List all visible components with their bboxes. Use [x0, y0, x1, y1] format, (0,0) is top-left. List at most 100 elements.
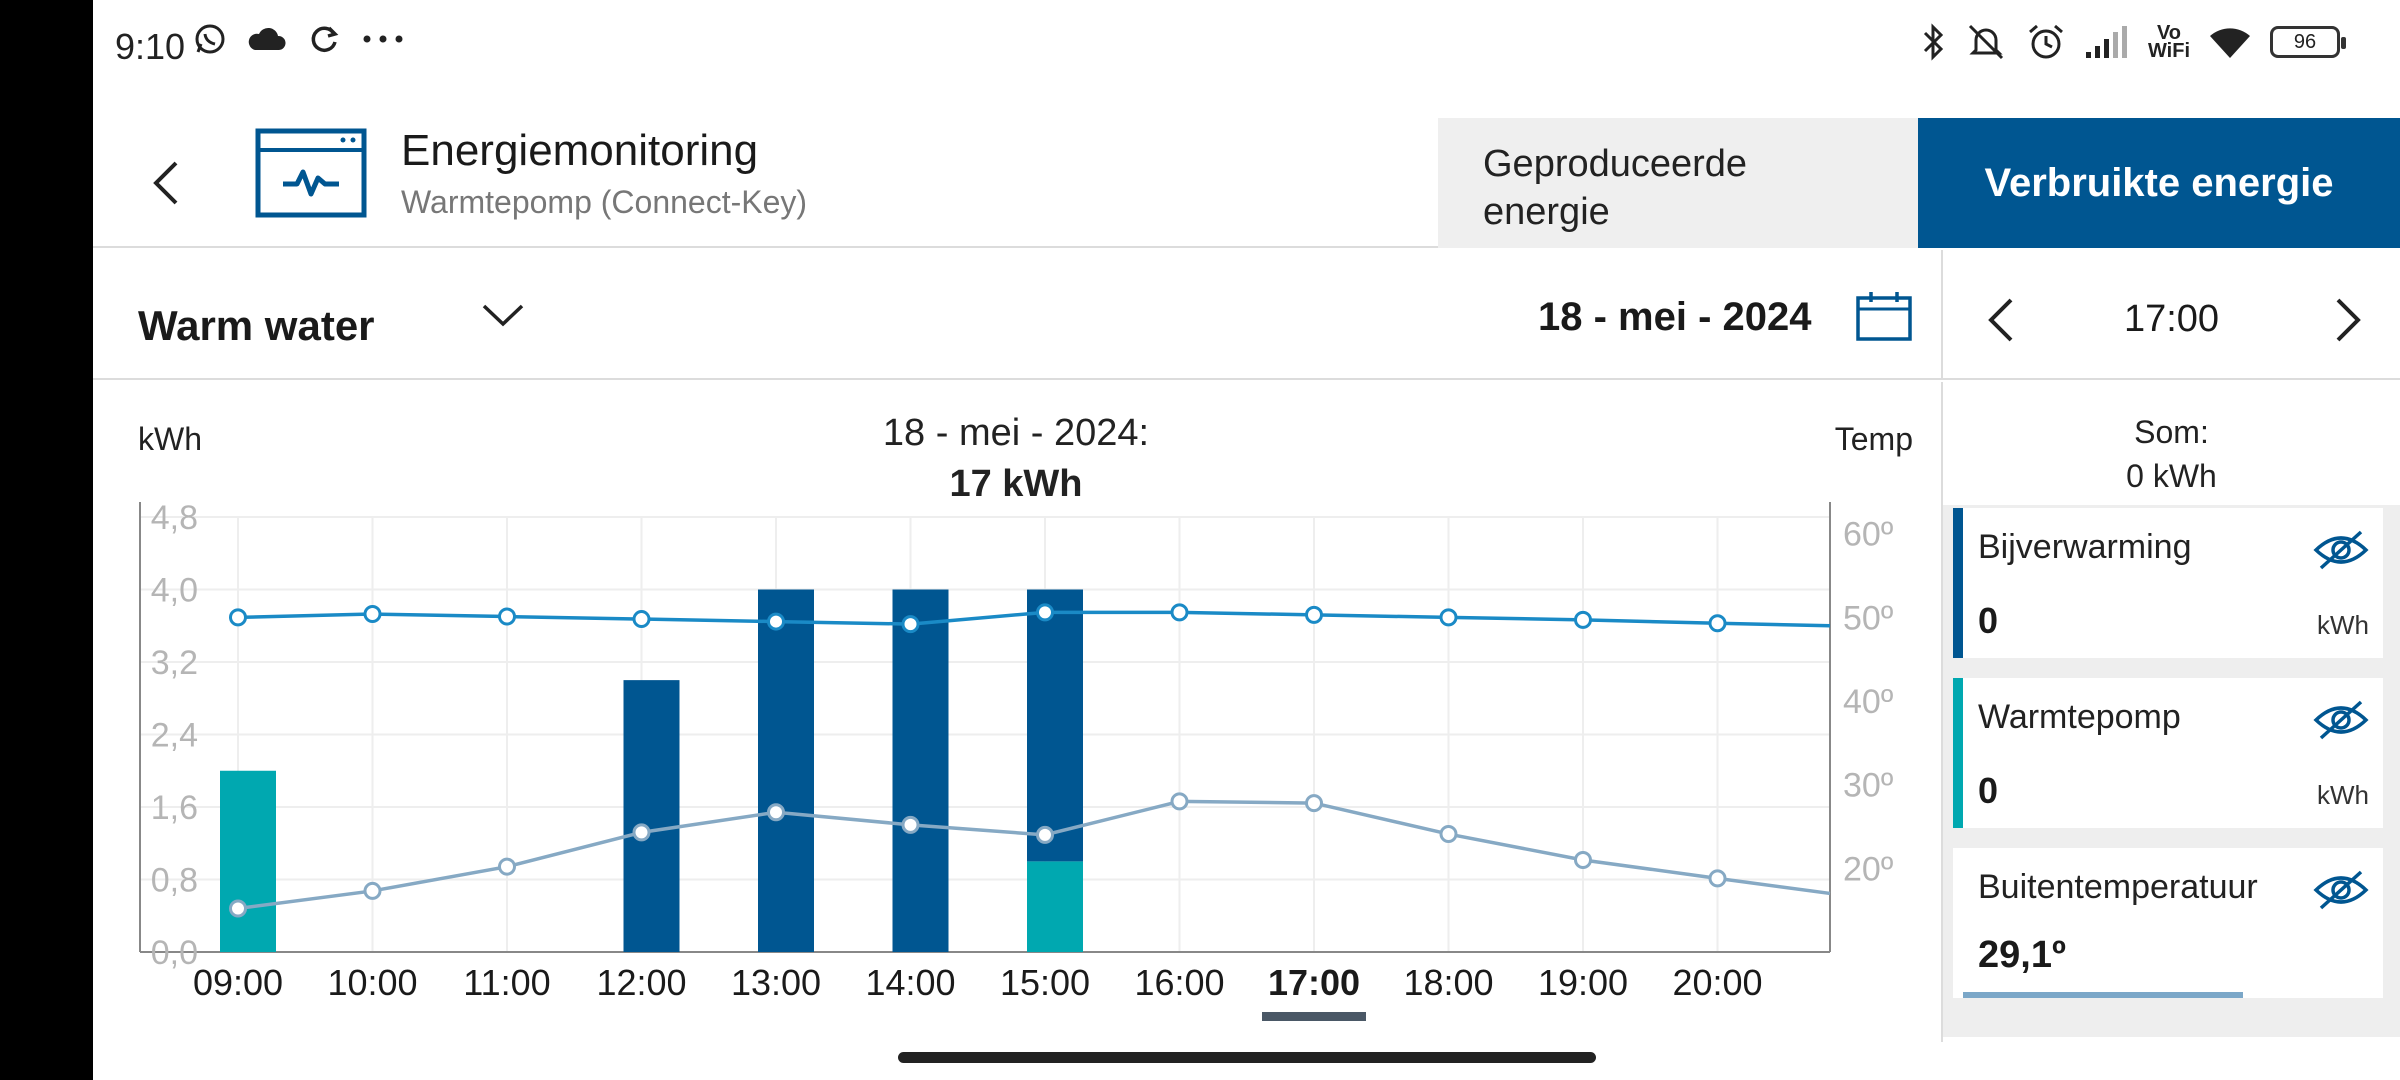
- y-right-tick-label: 60º: [1843, 516, 1893, 554]
- signal-icon: [2085, 26, 2127, 58]
- energy-chart: 0,0 0,8 1,6 2,4 3,2 4,0 4,8 20º 30º 40º 50º 60º 09:0…: [93, 382, 1943, 1042]
- point-water-temperature: [1170, 603, 1189, 622]
- bar-bijverwarming: [892, 589, 949, 952]
- chevron-down-icon[interactable]: [478, 300, 528, 330]
- point-outdoor-temperature: [632, 823, 651, 842]
- point-water-temperature: [363, 605, 382, 624]
- bar-bijverwarming: [1027, 589, 1083, 862]
- point-outdoor-temperature: [1439, 825, 1458, 844]
- tab-produced-label-line2: energie: [1483, 191, 1610, 233]
- point-outdoor-temperature: [767, 803, 785, 822]
- status-time: 9:10: [115, 26, 186, 67]
- chart-title-total: 17 kWh: [949, 463, 1082, 505]
- x-tick-label: 11:00: [463, 962, 550, 1003]
- x-tick-label: 20:00: [1672, 962, 1762, 1003]
- chart-title-date: 18 - mei - 2024:: [883, 412, 1149, 454]
- next-hour-button[interactable]: [2328, 295, 2368, 345]
- bluetooth-icon: [1923, 23, 1944, 61]
- y-right-tick-label: 30º: [1843, 767, 1893, 805]
- point-outdoor-temperature: [1305, 794, 1323, 813]
- screen-edge: [0, 0, 93, 1080]
- battery-icon: 96: [2270, 26, 2346, 58]
- point-water-temperature: [498, 607, 516, 626]
- chart-svg: 0,0 0,8 1,6 2,4 3,2 4,0 4,8 20º 30º 40º 50º 60º 09:0…: [138, 412, 1913, 1021]
- point-water-temperature: [1439, 608, 1458, 627]
- wifi-icon: [2210, 28, 2250, 58]
- back-button[interactable]: [138, 148, 198, 218]
- x-tick-label: 14:00: [865, 962, 955, 1003]
- sync-icon: [311, 26, 339, 52]
- cloud-icon: [248, 27, 286, 50]
- selected-date[interactable]: 18 - mei - 2024: [1538, 295, 1812, 339]
- more-dots-icon: [363, 35, 403, 43]
- bar-bijverwarming: [623, 680, 680, 952]
- sum-label: Som:: [2134, 414, 2209, 450]
- point-water-temperature: [632, 610, 651, 629]
- point-outdoor-temperature: [498, 857, 516, 876]
- x-tick-label: 18:00: [1403, 962, 1493, 1003]
- hide-series-eye-icon[interactable]: [2313, 528, 2369, 572]
- vowifi-icon: Vo WiFi: [2147, 22, 2190, 62]
- whatsapp-icon: [195, 24, 225, 54]
- point-outdoor-temperature: [229, 899, 247, 918]
- x-tick-label: 12:00: [596, 962, 686, 1003]
- y-left-tick-label: 2,4: [151, 717, 198, 755]
- legend-cards: Bijverwarming 0 kWh Warmtepomp 0 kWh Bui…: [1943, 505, 2400, 1037]
- x-tick-label: 15:00: [1000, 962, 1090, 1003]
- point-water-temperature: [1708, 614, 1727, 633]
- status-right-icons: Vo WiFi 96: [1920, 22, 2346, 62]
- point-outdoor-temperature: [1708, 869, 1727, 888]
- tab-consumed-energy[interactable]: Verbruikte energie: [1918, 118, 2400, 248]
- hide-series-eye-icon[interactable]: [2313, 868, 2369, 912]
- legend-card-outdoor-temperature: Buitentemperatuur 29,1º: [1953, 848, 2383, 998]
- category-select-label[interactable]: Warm water: [138, 302, 375, 349]
- y-right-axis-label: Temp: [1835, 421, 1913, 457]
- y-left-tick-label: 3,2: [151, 644, 198, 682]
- point-water-temperature: [1036, 603, 1054, 622]
- outdoor-temperature-value: 29,1º: [1978, 934, 2066, 976]
- x-tick-label: 19:00: [1538, 962, 1628, 1003]
- bar-warmtepomp: [220, 770, 276, 952]
- calendar-icon[interactable]: [1855, 290, 1913, 342]
- x-tick-label: 16:00: [1134, 962, 1224, 1003]
- energy-monitor-icon: [255, 128, 367, 218]
- bar-bijverwarming: [758, 589, 814, 952]
- y-right-tick-label: 50º: [1843, 599, 1893, 637]
- point-outdoor-temperature: [363, 881, 382, 900]
- previous-hour-button[interactable]: [1981, 295, 2021, 345]
- hide-series-eye-icon[interactable]: [2313, 698, 2369, 742]
- page-subtitle: Warmtepomp (Connect-Key): [401, 184, 808, 220]
- series-color-bar: [1953, 508, 1963, 658]
- outdoor-temperature-line-swatch: [1963, 992, 2243, 998]
- time-navigation: 17:00: [1943, 250, 2400, 380]
- y-left-axis-label: kWh: [138, 421, 202, 457]
- selected-hour-indicator: [1262, 1012, 1366, 1021]
- x-tick-label: 10:00: [327, 962, 417, 1003]
- tab-produced-label-line1: Geproduceerde: [1483, 143, 1748, 185]
- vowifi-bottom: WiFi: [2147, 40, 2190, 62]
- card-title: Buitentemperatuur: [1978, 868, 2258, 906]
- series-color-bar: [1953, 678, 1963, 828]
- y-left-tick-label: 0,8: [151, 862, 198, 900]
- point-water-temperature: [767, 612, 785, 631]
- y-right-tick-label: 20º: [1843, 850, 1893, 888]
- y-left-tick-label: 4,8: [151, 499, 198, 537]
- point-water-temperature: [1305, 605, 1323, 624]
- vowifi-top: Vo: [2156, 22, 2182, 44]
- app-header: Energiemonitoring Warmtepomp (Connect-Ke…: [93, 118, 2400, 248]
- card-value: 0: [1978, 770, 1999, 811]
- point-outdoor-temperature: [1036, 825, 1054, 844]
- card-title: Warmtepomp: [1978, 698, 2181, 736]
- legend-card-bijverwarming: Bijverwarming 0 kWh: [1953, 508, 2383, 658]
- current-hour: 17:00: [2123, 298, 2220, 340]
- sum-box: Som: 0 kWh: [1943, 410, 2400, 498]
- y-right-tick-label: 40º: [1843, 683, 1893, 721]
- home-indicator: [898, 1052, 1596, 1063]
- tab-produced-energy[interactable]: Geproduceerde energie: [1438, 118, 1918, 248]
- sum-value: 0 kWh: [2126, 458, 2217, 494]
- card-value: 0: [1978, 600, 1999, 641]
- y-left-tick-label: 4,0: [151, 572, 198, 610]
- mute-icon: [1968, 24, 2004, 60]
- alarm-icon: [2028, 24, 2063, 59]
- filter-row: Warm water 18 - mei - 2024: [93, 250, 1943, 380]
